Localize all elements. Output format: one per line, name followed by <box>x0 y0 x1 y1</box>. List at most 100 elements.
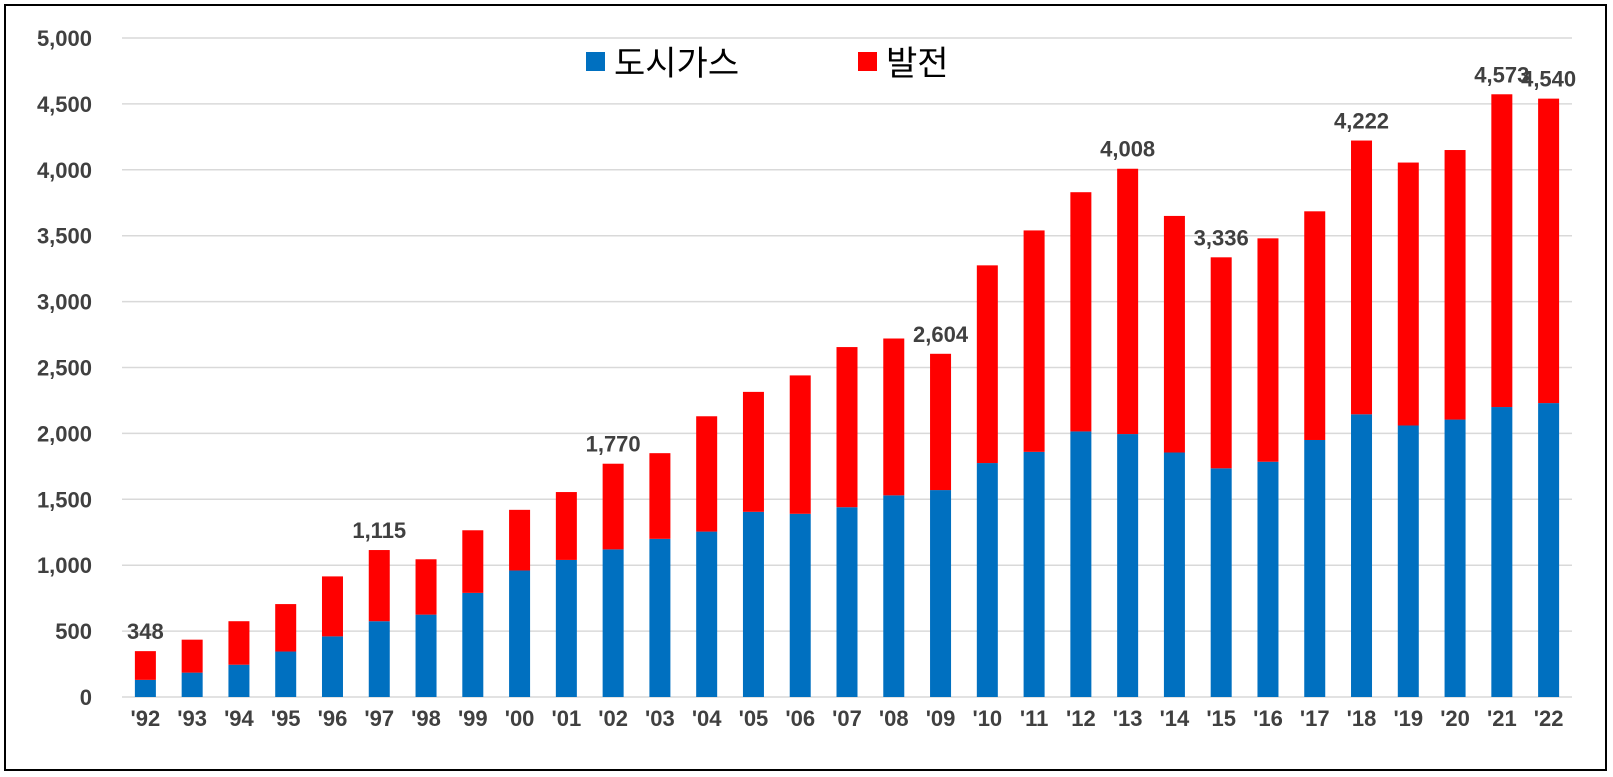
x-axis-ticks: '92 '93 '94 '95 '96 '97 '98 '99 '00 '01 '02 '03 '04 '… <box>131 706 1564 731</box>
bar-city-gas <box>696 531 718 697</box>
x-tick-label: '92 <box>131 706 161 731</box>
x-tick-label: '08 <box>879 706 909 731</box>
bar-power-generation <box>1023 230 1045 452</box>
bar-power-generation <box>883 338 905 496</box>
bar-city-gas <box>555 559 577 697</box>
bar-power-generation <box>696 416 718 532</box>
bar-power-generation <box>1351 140 1373 415</box>
x-tick-label: '02 <box>598 706 628 731</box>
x-tick-label: '00 <box>505 706 535 731</box>
data-label: 1,115 <box>352 518 406 543</box>
x-tick-label: '21 <box>1487 706 1517 731</box>
x-tick-label: '09 <box>926 706 956 731</box>
bar-city-gas <box>649 538 671 697</box>
bar-city-gas <box>742 511 764 697</box>
bar-power-generation <box>1444 150 1466 420</box>
x-tick-label: '96 <box>318 706 348 731</box>
x-tick-label: '12 <box>1066 706 1096 731</box>
bar-city-gas <box>509 570 531 697</box>
y-tick-label: 0 <box>80 685 92 710</box>
bar-power-generation <box>509 509 531 571</box>
bar-city-gas <box>836 507 858 697</box>
y-tick-label: 500 <box>55 619 92 644</box>
bar-power-generation <box>1117 168 1139 435</box>
x-tick-label: '04 <box>692 706 722 731</box>
bar-power-generation <box>1304 211 1326 440</box>
x-tick-label: '14 <box>1160 706 1190 731</box>
bar-city-gas <box>789 513 811 697</box>
x-tick-label: '19 <box>1393 706 1423 731</box>
x-tick-label: '20 <box>1440 706 1470 731</box>
legend-swatch-power-generation <box>858 52 877 71</box>
bar-city-gas <box>976 463 998 697</box>
x-tick-label: '15 <box>1206 706 1236 731</box>
bar-power-generation <box>742 391 764 512</box>
legend: 도시가스 발전 <box>586 44 949 84</box>
data-label: 4,008 <box>1100 137 1155 162</box>
x-tick-label: '03 <box>645 706 675 731</box>
data-label: 1,770 <box>586 432 641 457</box>
bar-city-gas <box>462 592 484 697</box>
y-tick-label: 2,000 <box>37 421 92 446</box>
bar-city-gas <box>1023 451 1045 697</box>
data-labels: 348 1,115 1,770 2,604 4,008 3,336 4,222 4,5734,… <box>127 62 1576 644</box>
bar-power-generation <box>789 375 811 514</box>
bar-city-gas <box>1210 468 1232 697</box>
bar-city-gas <box>1351 414 1373 697</box>
bar-power-generation <box>462 530 484 593</box>
y-tick-label: 4,500 <box>37 92 92 117</box>
bar-city-gas <box>930 490 952 697</box>
data-label: 348 <box>127 619 164 644</box>
data-label: 4,573 <box>1474 62 1529 87</box>
bar-power-generation <box>1397 162 1419 426</box>
x-tick-label: '95 <box>271 706 301 731</box>
bar-city-gas <box>368 621 390 697</box>
x-tick-label: '11 <box>1020 706 1049 731</box>
bar-power-generation <box>1257 238 1279 462</box>
data-label: 2,604 <box>913 322 969 347</box>
y-tick-label: 1,000 <box>37 553 92 578</box>
x-tick-label: '93 <box>177 706 207 731</box>
bar-power-generation <box>368 550 390 622</box>
x-tick-label: '94 <box>224 706 254 731</box>
bar-power-generation <box>1163 215 1185 453</box>
bar-city-gas <box>415 614 437 697</box>
x-tick-label: '07 <box>832 706 862 731</box>
bar-city-gas <box>321 636 343 697</box>
legend-label-power-generation: 발전 <box>886 44 949 84</box>
bar-city-gas <box>1538 403 1560 697</box>
bar-power-generation <box>976 265 998 464</box>
y-tick-label: 2,500 <box>37 356 92 381</box>
x-tick-label: '22 <box>1534 706 1564 731</box>
x-tick-label: '06 <box>785 706 815 731</box>
bar-city-gas <box>1444 419 1466 697</box>
bar-city-gas <box>1163 452 1185 697</box>
bar-city-gas <box>1117 434 1139 697</box>
bar-city-gas <box>883 495 905 697</box>
y-tick-label: 5,000 <box>37 26 92 51</box>
bar-city-gas <box>275 651 297 697</box>
y-tick-label: 1,500 <box>37 487 92 512</box>
x-tick-label: '13 <box>1113 706 1143 731</box>
bar-power-generation <box>181 639 203 673</box>
x-tick-label: '10 <box>972 706 1002 731</box>
bar-city-gas <box>1304 439 1326 697</box>
bars <box>134 94 1560 697</box>
legend-label-city-gas: 도시가스 <box>614 44 739 84</box>
x-tick-label: '97 <box>364 706 394 731</box>
data-label: 3,336 <box>1194 225 1249 250</box>
bar-power-generation <box>1491 94 1513 408</box>
bar-city-gas <box>134 679 156 697</box>
bar-power-generation <box>321 576 343 637</box>
bar-city-gas <box>181 672 203 697</box>
data-label: 4,540 <box>1521 67 1576 92</box>
bar-city-gas <box>602 549 624 697</box>
bar-city-gas <box>1070 431 1092 697</box>
bar-power-generation <box>555 492 577 560</box>
y-axis-ticks: 0 500 1,000 1,500 2,000 2,500 3,000 3,500 4,000 4… <box>37 26 92 710</box>
y-tick-label: 3,500 <box>37 224 92 249</box>
gridlines <box>122 37 1572 698</box>
bar-power-generation <box>836 347 858 508</box>
bar-city-gas <box>1257 461 1279 697</box>
